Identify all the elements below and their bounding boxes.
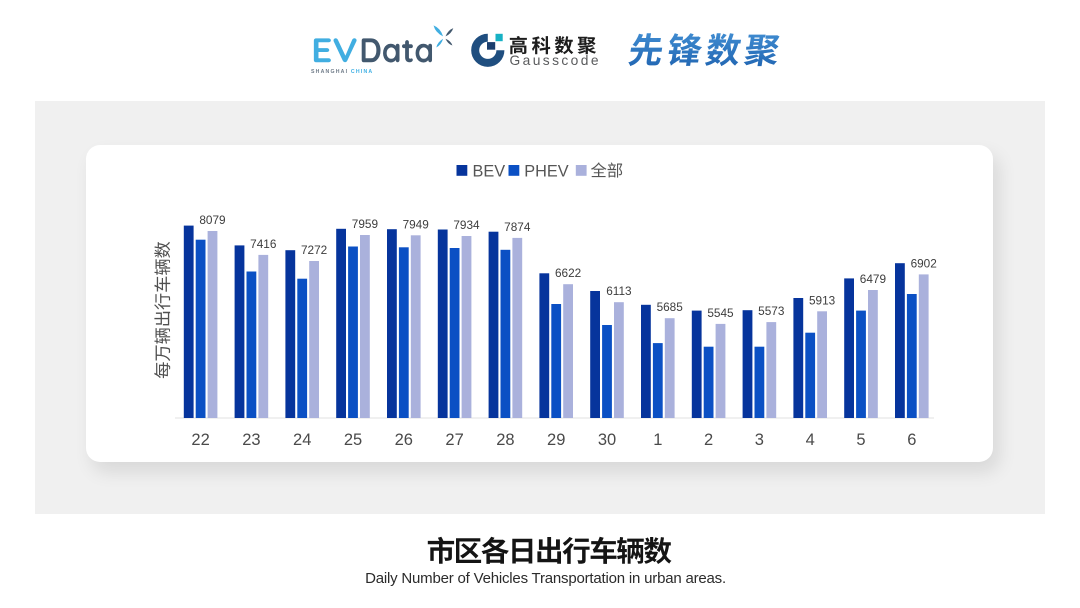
svg-text:5913: 5913 (809, 293, 836, 307)
svg-text:Gausscode: Gausscode (510, 53, 601, 68)
svg-text:6622: 6622 (555, 266, 581, 280)
svg-text:27: 27 (445, 431, 463, 449)
svg-text:SHANGHAI CHINA: SHANGHAI CHINA (311, 69, 373, 75)
svg-text:PHEV: PHEV (524, 162, 568, 180)
svg-text:22: 22 (191, 431, 209, 449)
svg-text:29: 29 (547, 431, 565, 449)
svg-text:3: 3 (755, 431, 764, 449)
svg-text:2: 2 (704, 431, 713, 449)
svg-text:7874: 7874 (504, 220, 531, 234)
svg-text:26: 26 (395, 431, 413, 449)
svg-text:5685: 5685 (657, 300, 684, 314)
svg-text:6479: 6479 (860, 272, 886, 286)
svg-text:7959: 7959 (352, 217, 378, 231)
svg-text:24: 24 (293, 431, 311, 449)
svg-text:7949: 7949 (403, 217, 429, 231)
svg-text:6902: 6902 (911, 256, 937, 270)
svg-text:5: 5 (856, 431, 865, 449)
svg-text:28: 28 (496, 431, 514, 449)
svg-text:7272: 7272 (301, 243, 327, 257)
svg-text:4: 4 (806, 431, 815, 449)
svg-text:5573: 5573 (758, 304, 785, 318)
svg-text:1: 1 (653, 431, 662, 449)
svg-text:25: 25 (344, 431, 362, 449)
svg-text:30: 30 (598, 431, 616, 449)
svg-text:BEV: BEV (473, 162, 506, 180)
svg-text:7934: 7934 (453, 218, 480, 232)
svg-text:23: 23 (242, 431, 260, 449)
svg-text:Daily Number of Vehicles Trans: Daily Number of Vehicles Transportation … (365, 570, 726, 587)
svg-text:8079: 8079 (199, 213, 225, 227)
svg-text:6113: 6113 (606, 284, 632, 298)
svg-text:6: 6 (907, 431, 916, 449)
svg-text:5545: 5545 (707, 306, 734, 320)
svg-text:7416: 7416 (250, 237, 277, 251)
